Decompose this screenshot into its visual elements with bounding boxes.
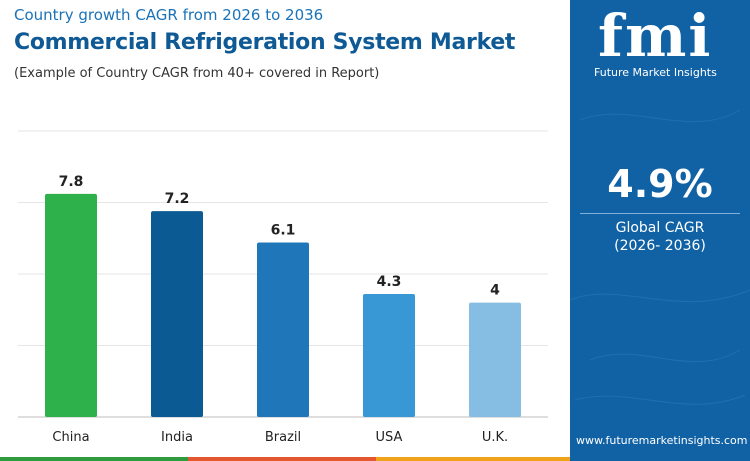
global-cagr-value: 4.9% bbox=[607, 162, 713, 206]
sidebar-background-pattern bbox=[570, 109, 750, 405]
global-cagr-label: Global CAGR bbox=[615, 220, 705, 236]
cagr-divider bbox=[580, 213, 740, 214]
x-tick-label: U.K. bbox=[482, 430, 508, 445]
data-label: 4 bbox=[490, 283, 500, 299]
chart-subtitle: Country growth CAGR from 2026 to 2036 bbox=[14, 6, 324, 24]
chart-title: Commercial Refrigeration System Market bbox=[14, 30, 516, 55]
chart-header: Country growth CAGR from 2026 to 2036 Co… bbox=[0, 0, 570, 92]
data-label: 6.1 bbox=[271, 223, 296, 239]
logo-subtitle: Future Market Insights bbox=[594, 66, 717, 79]
global-cagr-period: (2026- 2036) bbox=[614, 238, 706, 254]
bar-u-k bbox=[469, 302, 521, 417]
fmi-logo: fmi bbox=[598, 2, 713, 70]
x-tick-label: Brazil bbox=[265, 430, 301, 445]
bar-chart: 7.8 China 7.2 India 6.1 Brazil 4.3 USA 4 U.K. bbox=[0, 92, 570, 461]
data-label: 4.3 bbox=[377, 274, 402, 290]
sidebar-panel: fmi Future Market Insights 4.9% Global C… bbox=[570, 0, 750, 461]
data-label: 7.2 bbox=[165, 191, 190, 207]
bottom-color-strip bbox=[0, 457, 570, 461]
x-tick-label: USA bbox=[376, 430, 403, 445]
x-tick-label: China bbox=[52, 430, 89, 445]
bar-usa bbox=[363, 294, 415, 417]
website-link[interactable]: www.futuremarketinsights.com bbox=[576, 434, 748, 447]
bar-brazil bbox=[257, 242, 309, 417]
bar-chart-svg: 7.8 China 7.2 India 6.1 Brazil 4.3 USA 4 U.K. bbox=[18, 130, 548, 445]
data-label: 7.8 bbox=[59, 174, 84, 190]
chart-note: (Example of Country CAGR from 40+ covere… bbox=[14, 66, 380, 81]
bar-india bbox=[151, 211, 203, 417]
x-tick-label: India bbox=[161, 430, 193, 445]
bar-china bbox=[45, 193, 97, 417]
